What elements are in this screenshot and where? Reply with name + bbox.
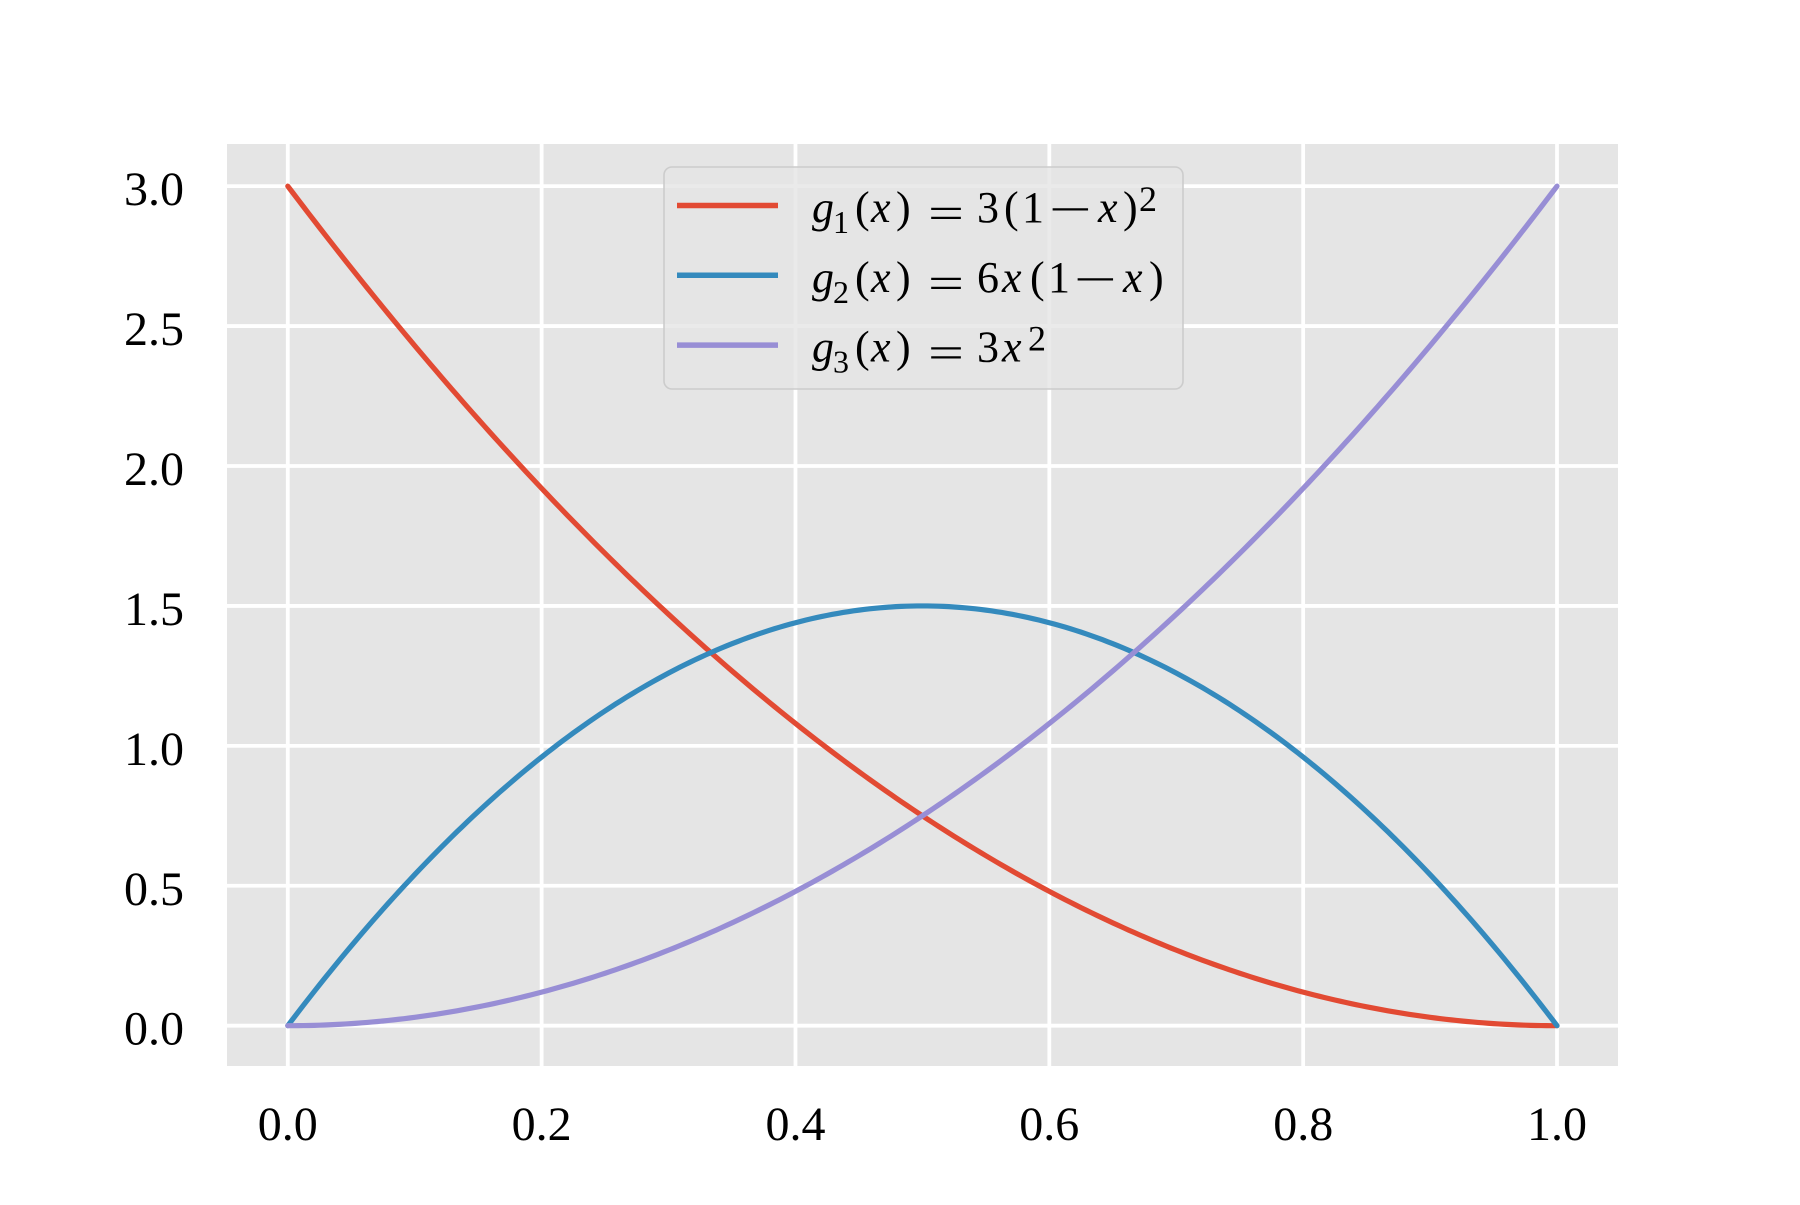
- svg-text:1.0: 1.0: [1527, 1098, 1587, 1151]
- svg-text:2.0: 2.0: [124, 443, 184, 496]
- svg-text:g3(x)=3x2: g3 (x) = 3x 2: [812, 319, 1046, 380]
- svg-text:0.4: 0.4: [766, 1098, 826, 1151]
- svg-text:1.5: 1.5: [124, 583, 184, 636]
- svg-text:g2(x)=6x(1−x): g2 (x) = 6x (1− x): [812, 253, 1164, 310]
- svg-text:0.0: 0.0: [258, 1098, 318, 1151]
- svg-text:0.0: 0.0: [124, 1003, 184, 1056]
- svg-text:0.2: 0.2: [512, 1098, 572, 1151]
- svg-text:3.0: 3.0: [124, 163, 184, 216]
- svg-text:1.0: 1.0: [124, 723, 184, 776]
- svg-text:g1(x)=3(1−x)2: g1 (x) = 3 (1− x)2: [812, 179, 1157, 240]
- svg-text:0.6: 0.6: [1019, 1098, 1079, 1151]
- svg-text:0.5: 0.5: [124, 863, 184, 916]
- svg-text:0.8: 0.8: [1273, 1098, 1333, 1151]
- svg-text:2.5: 2.5: [124, 303, 184, 356]
